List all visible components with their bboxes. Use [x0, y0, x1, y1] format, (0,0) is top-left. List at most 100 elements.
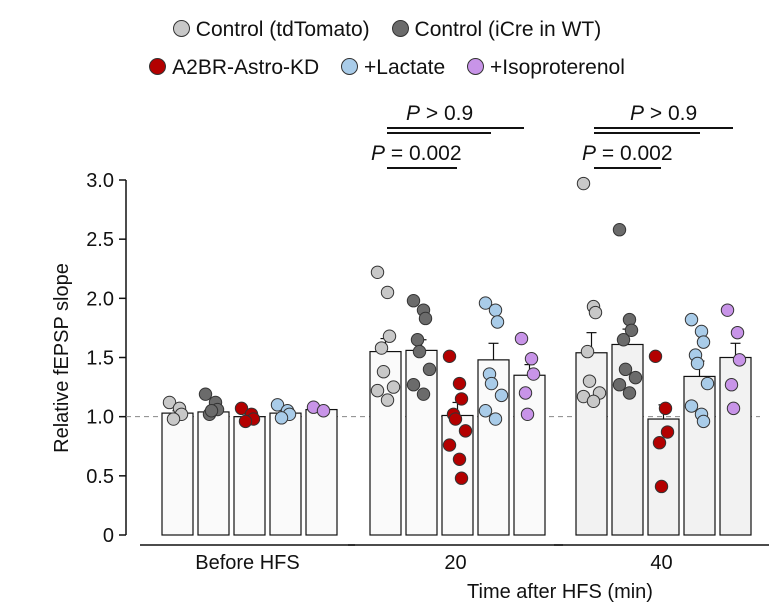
data-point: [684, 399, 699, 413]
data-point: [442, 438, 457, 452]
p-value-text: = 0.002: [596, 142, 672, 165]
data-point: [376, 365, 391, 379]
data-point: [316, 404, 331, 418]
legend-item-isoproterenol: +Isoproterenol: [467, 56, 625, 80]
data-point: [238, 414, 253, 429]
x-axis: Before HFS 20 40: [140, 544, 769, 574]
legend-item-control-icre: Control (iCre in WT): [391, 18, 601, 42]
data-point: [370, 265, 385, 279]
legend-label: +Isoproterenol: [490, 56, 625, 79]
data-point: [412, 344, 427, 359]
data-point: [270, 398, 285, 412]
data-point: [576, 176, 591, 191]
data-point: [386, 380, 401, 394]
bar: [269, 412, 302, 536]
p-symbol: P: [406, 102, 420, 125]
legend-marker-icon: [341, 58, 359, 75]
data-point: [452, 376, 467, 391]
legend-item-a2br-astro-kd: A2BR-Astro-KD: [149, 56, 319, 80]
data-point: [478, 404, 493, 418]
y-tick-label: 0: [103, 525, 114, 547]
y-axis: 0 0.5 1.0 1.5 2.0 2.5 3.0: [86, 170, 127, 547]
x-tick-label: 40: [650, 552, 672, 574]
data-point: [490, 315, 505, 329]
p-value-text: > 0.9: [644, 102, 697, 125]
legend-row-2: A2BR-Astro-KD +Lactate +Isoproterenol: [0, 56, 774, 80]
data-point: [234, 401, 249, 416]
p-value-label: P = 0.002: [371, 142, 462, 165]
legend-item-control-tdtomato: Control (tdTomato): [172, 18, 370, 42]
data-point: [442, 349, 457, 364]
data-point: [724, 378, 739, 392]
data-point: [416, 387, 431, 401]
data-point: [518, 386, 533, 400]
data-point: [422, 362, 437, 377]
p-value-text: > 0.9: [420, 102, 473, 125]
bar: [233, 416, 266, 536]
data-point: [454, 471, 469, 485]
data-point: [406, 378, 421, 392]
y-tick-label: 2.5: [86, 229, 114, 251]
data-point: [198, 387, 213, 401]
data-point: [690, 356, 705, 371]
legend-row-1: Control (tdTomato) Control (iCre in WT): [0, 18, 774, 42]
data-point: [720, 303, 735, 317]
x-tick-label: Before HFS: [195, 552, 299, 574]
y-axis-label: Relative fEPSP slope: [51, 263, 73, 453]
legend-marker-icon: [467, 58, 485, 75]
data-point: [478, 296, 493, 310]
y-tick-label: 1.5: [86, 348, 114, 370]
data-point: [526, 367, 541, 381]
legend-label: A2BR-Astro-KD: [172, 56, 320, 79]
data-point: [586, 394, 601, 408]
data-point: [374, 341, 389, 355]
data-point: [380, 285, 395, 300]
data-point: [660, 425, 675, 439]
data-point: [494, 388, 509, 403]
data-point: [628, 370, 643, 385]
y-tick-label: 0.5: [86, 466, 114, 488]
bar: [513, 374, 546, 536]
data-point: [406, 294, 421, 308]
data-point: [380, 393, 395, 407]
data-point: [520, 407, 535, 421]
p-symbol: P: [582, 142, 596, 165]
data-point: [204, 404, 219, 418]
y-tick-label: 2.0: [86, 288, 114, 310]
legend-label: Control (tdTomato): [195, 18, 370, 41]
data-point: [648, 349, 663, 364]
bar: [197, 411, 230, 536]
data-point: [652, 436, 667, 450]
bar: [305, 408, 338, 536]
data-point: [166, 412, 181, 426]
data-point: [612, 378, 627, 392]
data-point: [730, 325, 745, 340]
data-point: [454, 392, 469, 406]
data-point: [418, 311, 433, 326]
legend-marker-icon: [391, 20, 409, 37]
data-point: [726, 401, 741, 416]
y-tick-label: 3.0: [86, 170, 114, 192]
data-point: [624, 323, 639, 337]
p-value-label: P > 0.9: [406, 102, 473, 125]
bar: [405, 349, 438, 536]
p-value-text: = 0.002: [385, 142, 461, 165]
p-value-label: P > 0.9: [630, 102, 697, 125]
legend-marker-icon: [172, 20, 190, 37]
data-point: [696, 414, 711, 429]
data-point: [370, 383, 385, 398]
data-point: [588, 305, 603, 320]
data-point: [654, 479, 669, 494]
data-point: [582, 374, 597, 388]
data-point: [162, 395, 177, 410]
data-point: [658, 401, 673, 416]
data-point: [458, 424, 473, 438]
data-point: [700, 376, 715, 391]
data-point: [616, 333, 631, 347]
x-tick-label: 20: [444, 552, 466, 574]
data-point: [684, 312, 699, 327]
data-point: [622, 386, 637, 400]
data-point: [452, 452, 467, 466]
data-point: [732, 353, 747, 367]
